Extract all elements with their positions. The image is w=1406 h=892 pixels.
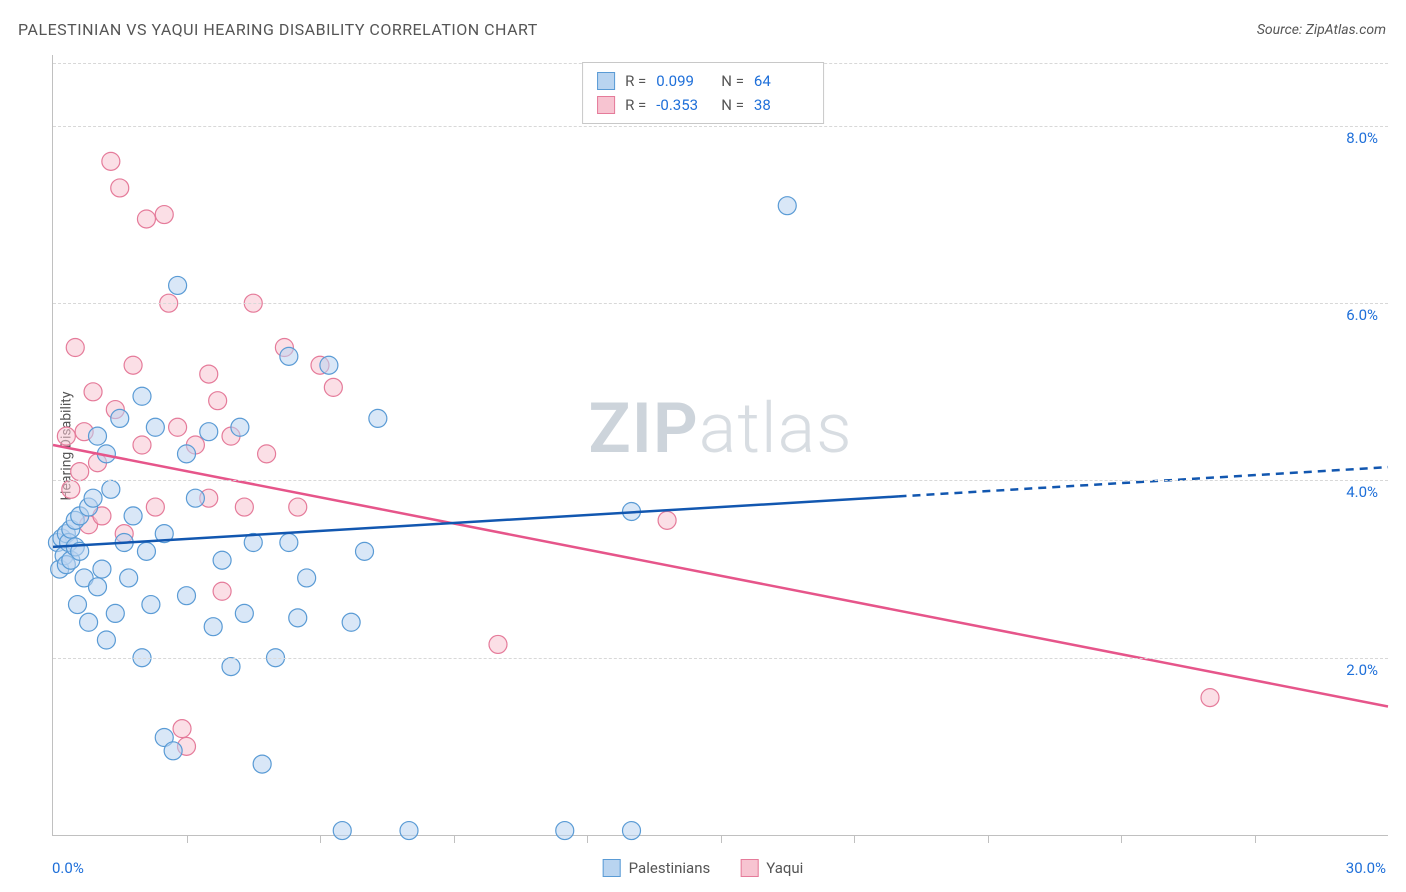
- legend-item-palestinians: Palestinians: [603, 859, 711, 877]
- stats-row-palestinians: R = 0.099 N = 64: [597, 69, 809, 93]
- stats-legend-box: R = 0.099 N = 64 R = -0.353 N = 38: [582, 62, 824, 124]
- y-tick-label: 4.0%: [1346, 483, 1378, 501]
- n-label: N =: [721, 69, 744, 93]
- n-label: N =: [721, 93, 744, 117]
- n-value-yaqui: 38: [754, 93, 809, 117]
- r-value-yaqui: -0.353: [656, 93, 711, 117]
- stats-row-yaqui: R = -0.353 N = 38: [597, 93, 809, 117]
- bottom-legend: Palestinians Yaqui: [603, 859, 804, 877]
- r-label: R =: [625, 93, 646, 117]
- swatch-yaqui-icon: [740, 859, 758, 877]
- swatch-palestinians-icon: [603, 859, 621, 877]
- y-tick-label: 6.0%: [1346, 306, 1378, 324]
- n-value-palestinians: 64: [754, 69, 809, 93]
- y-tick-label: 2.0%: [1346, 661, 1378, 679]
- legend-label-yaqui: Yaqui: [766, 859, 803, 877]
- chart-source: Source: ZipAtlas.com: [1257, 22, 1386, 38]
- scatter-svg: [53, 55, 1388, 835]
- legend-label-palestinians: Palestinians: [629, 859, 711, 877]
- x-origin-label: 0.0%: [52, 859, 84, 877]
- r-value-palestinians: 0.099: [656, 69, 711, 93]
- swatch-palestinians: [597, 72, 615, 90]
- x-max-label: 30.0%: [1346, 859, 1386, 877]
- r-label: R =: [625, 69, 646, 93]
- swatch-yaqui: [597, 96, 615, 114]
- legend-item-yaqui: Yaqui: [740, 859, 803, 877]
- chart-title: PALESTINIAN VS YAQUI HEARING DISABILITY …: [18, 20, 538, 39]
- chart-plot-area: ZIPatlas 2.0%4.0%6.0%8.0%: [52, 55, 1388, 836]
- y-tick-label: 8.0%: [1346, 129, 1378, 147]
